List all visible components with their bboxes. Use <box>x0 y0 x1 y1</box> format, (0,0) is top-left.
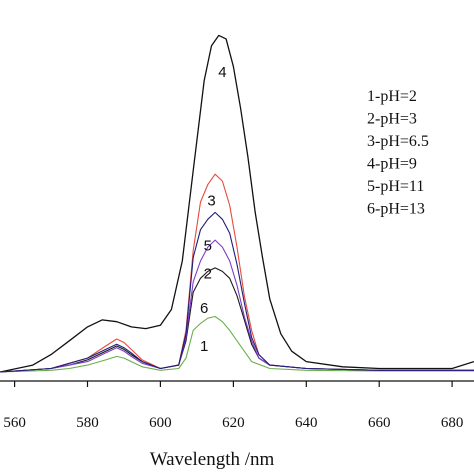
curve-label-1: 1 <box>200 338 208 355</box>
x-axis-title: Wavelength /nm <box>150 449 275 470</box>
curve-label-layer: 1 2 3 4 5 6 <box>200 64 227 355</box>
legend-entry-2: 2-pH=3 <box>367 111 417 128</box>
x-tick-label-620: 620 <box>222 415 245 431</box>
legend-entry-4: 4-pH=9 <box>367 156 417 173</box>
legend-entry-1: 1-pH=2 <box>367 88 417 105</box>
legend-entry-6: 6-pH=13 <box>367 201 425 218</box>
x-tick-label-600: 600 <box>149 415 172 431</box>
series-line-5 <box>0 239 474 373</box>
series-line-4 <box>0 34 474 373</box>
x-tick-label-560: 560 <box>3 415 26 431</box>
curve-label-4: 4 <box>218 64 226 81</box>
series-layer <box>0 34 474 373</box>
x-tick-label-680: 680 <box>441 415 464 431</box>
x-tick-label-640: 640 <box>295 415 318 431</box>
x-axis: 560 580 600 620 640 660 680 <box>0 380 474 431</box>
curve-label-2: 2 <box>204 265 212 282</box>
x-tick-label-660: 660 <box>368 415 391 431</box>
curve-label-6: 6 <box>200 300 208 317</box>
legend: 1-pH=2 2-pH=3 3-pH=6.5 4-pH=9 5-pH=11 6-pH=13 <box>367 88 429 218</box>
series-line-6 <box>0 211 474 373</box>
x-tick-label-580: 580 <box>76 415 99 431</box>
curve-label-5: 5 <box>204 238 212 255</box>
series-line-1 <box>0 315 474 373</box>
legend-entry-5: 5-pH=11 <box>367 178 424 195</box>
curve-label-3: 3 <box>207 192 215 209</box>
legend-entry-3: 3-pH=6.5 <box>367 133 429 150</box>
